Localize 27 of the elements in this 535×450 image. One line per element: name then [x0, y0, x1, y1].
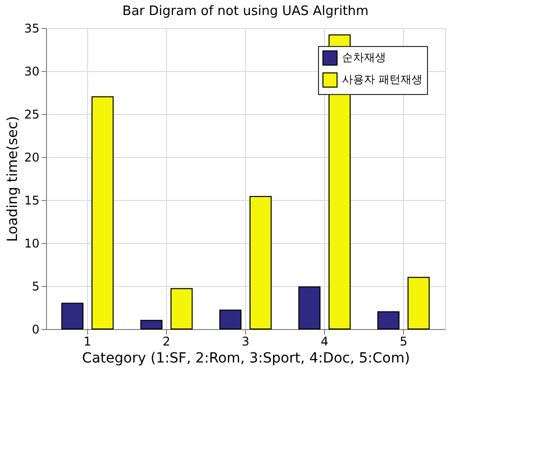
bar — [92, 96, 114, 330]
y-tick-label: 20 — [24, 150, 40, 164]
bar — [61, 302, 84, 330]
bar — [219, 310, 242, 330]
bar — [250, 196, 272, 330]
legend-label: 사용자 패턴재생 — [342, 73, 422, 86]
y-tick-label: 30 — [24, 64, 40, 78]
x-tick-label: 3 — [242, 334, 250, 348]
y-tick-label: 5 — [32, 280, 40, 294]
bar — [298, 286, 320, 330]
chart-title: Bar Digram of not using UAS Algrithm — [122, 4, 369, 19]
x-tick-label: 4 — [320, 334, 328, 348]
bar — [377, 311, 400, 330]
y-tick-label: 10 — [24, 236, 40, 250]
y-tick-label: 0 — [32, 322, 40, 336]
x-tick-label: 2 — [162, 334, 170, 348]
x-tick-label: 1 — [84, 334, 92, 348]
bar — [140, 320, 162, 330]
bar — [408, 276, 430, 330]
y-tick-label: 35 — [24, 22, 40, 36]
y-tick-label: 15 — [24, 194, 40, 208]
x-tick-label: 5 — [400, 334, 408, 348]
y-axis-title: Loading time(sec) — [5, 116, 22, 242]
bar — [170, 288, 193, 330]
legend-label: 순차재생 — [342, 51, 386, 64]
y-tick-label: 25 — [24, 108, 40, 122]
x-axis-title: Category (1:SF, 2:Rom, 3:Sport, 4:Doc, 5:Com) — [82, 350, 410, 366]
